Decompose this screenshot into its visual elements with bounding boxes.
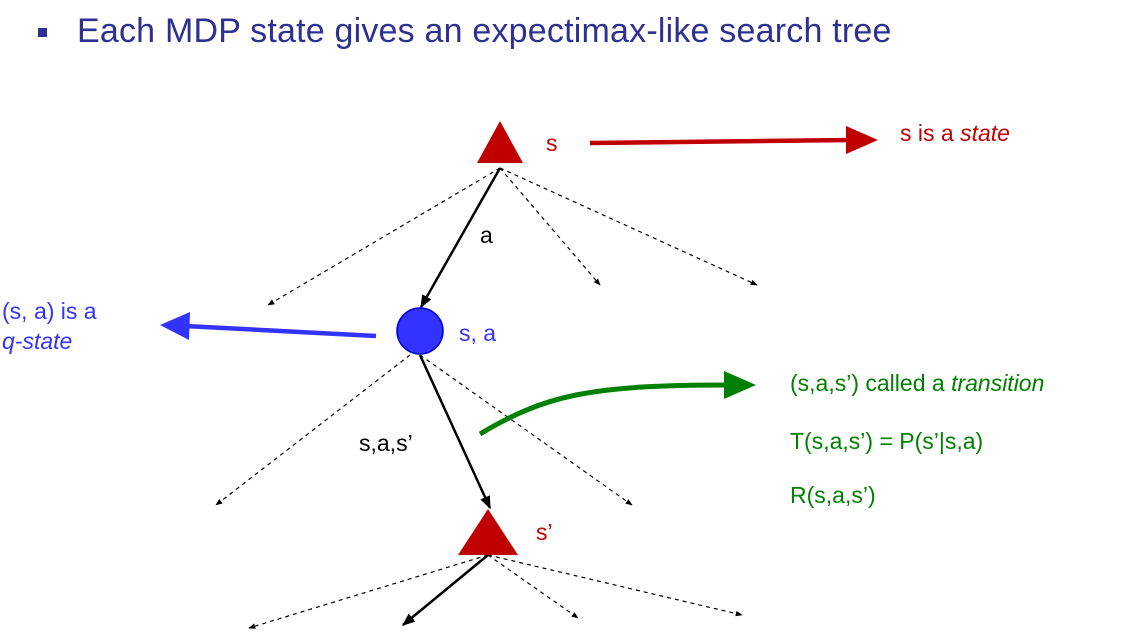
state-annotation-arrow-shaft [589,137,853,146]
state-annotation-term: state [960,120,1010,146]
qstate-annotation-arrow-shaft [184,323,377,339]
heading-row: Each MDP state gives an expectimax-like … [38,6,892,56]
state-annotation-prefix: s is a [900,120,961,146]
dashed-edge [215,354,411,506]
state-annotation: s is a state [900,122,1010,145]
qstate-annotation-line1: (s, a) is a [2,298,97,324]
root-dashed-edges [267,167,758,306]
dashed-edge [248,554,489,629]
dashed-edge [419,354,633,506]
root-state-label: s [546,130,558,156]
transition-edge [418,354,492,510]
next-bold-edge [401,554,489,626]
root-state-triangle [477,121,523,163]
qstate-annotation-term: q-state [2,328,73,354]
state-annotation-arrow-head [846,126,878,154]
transition-annotation: (s,a,s’) called a transition [790,372,1044,395]
transition-formula: T(s,a,s’) = P(s’|s,a) [790,428,984,454]
qstate-dashed-edges [215,354,633,506]
qstate-circle [396,307,444,355]
next-dashed-edges [248,554,743,629]
slide-heading: Each MDP state gives an expectimax-like … [77,11,892,50]
transition-annotation-term: transition [951,370,1045,396]
qstate-annotation-arrow-head [160,312,190,340]
dashed-edge [487,554,579,619]
transition-annotation-prefix: (s,a,s’) called a [790,370,952,396]
qstate-annotation-line2: q-state [2,330,72,353]
action-edge [419,167,502,309]
dashed-edge [499,167,758,286]
action-edge-label: a [480,222,493,248]
dashed-edge [487,554,743,617]
reward-formula: R(s,a,s’) [790,482,876,508]
next-state-triangle [458,509,518,555]
dashed-edge [267,167,501,306]
transition-annotation-arrow-head [724,371,756,399]
qstate-label: s, a [459,320,497,346]
transition-edge-label: s,a,s’ [359,430,413,456]
bullet-square-icon [38,27,47,37]
next-state-label: s’ [536,519,553,545]
transition-annotation-arrow-shaft [478,382,729,437]
dashed-edge [499,167,601,286]
